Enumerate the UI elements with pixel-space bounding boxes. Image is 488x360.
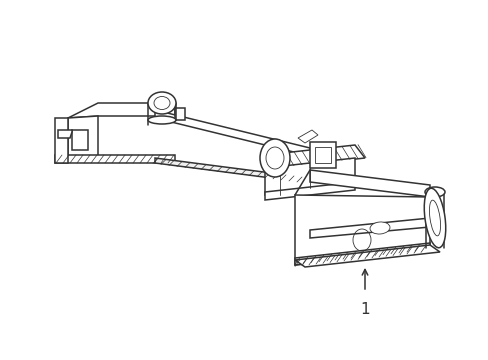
Polygon shape: [55, 155, 175, 163]
Polygon shape: [264, 145, 364, 168]
Ellipse shape: [148, 116, 176, 124]
Ellipse shape: [265, 147, 284, 169]
Polygon shape: [264, 182, 354, 200]
Polygon shape: [309, 218, 429, 238]
Ellipse shape: [428, 200, 440, 236]
Bar: [309, 142, 335, 168]
Ellipse shape: [154, 96, 170, 109]
Polygon shape: [264, 158, 354, 195]
Text: 1: 1: [360, 302, 369, 317]
Ellipse shape: [369, 222, 389, 234]
Ellipse shape: [148, 92, 176, 114]
Polygon shape: [58, 130, 72, 138]
Polygon shape: [155, 158, 309, 183]
Polygon shape: [55, 118, 68, 163]
Polygon shape: [68, 103, 175, 118]
Polygon shape: [294, 195, 429, 265]
Polygon shape: [175, 108, 184, 120]
Polygon shape: [309, 170, 429, 197]
Polygon shape: [294, 245, 439, 267]
Polygon shape: [297, 130, 317, 143]
Polygon shape: [155, 110, 309, 156]
Polygon shape: [294, 243, 429, 265]
Polygon shape: [72, 130, 88, 150]
Ellipse shape: [424, 188, 445, 248]
Polygon shape: [68, 116, 98, 158]
Ellipse shape: [260, 139, 289, 177]
Bar: [314, 147, 330, 163]
Ellipse shape: [424, 187, 444, 197]
